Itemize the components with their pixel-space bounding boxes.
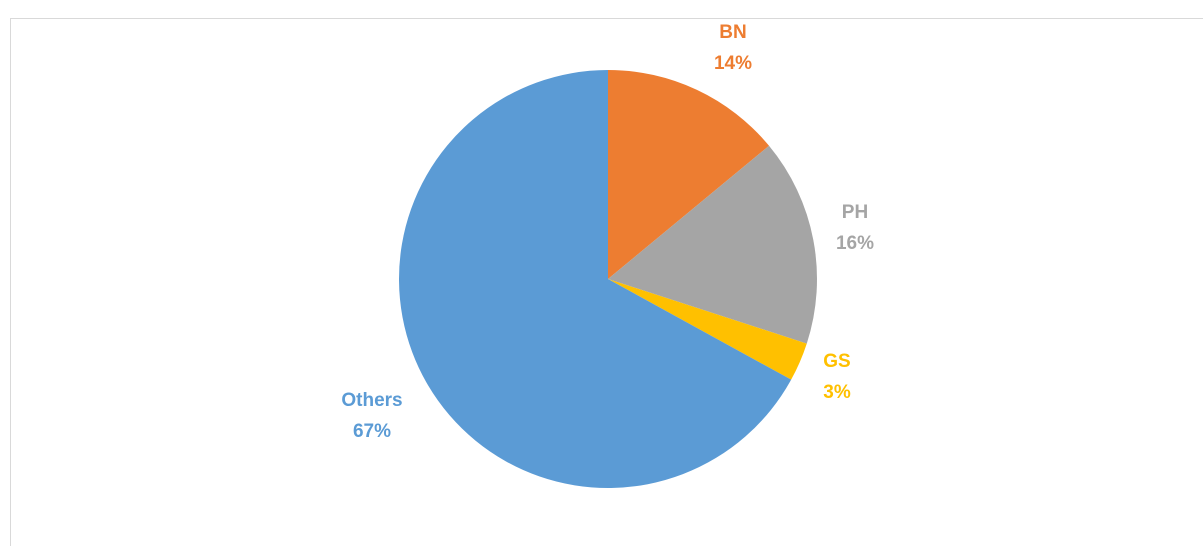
slice-value-label: 14% (714, 53, 752, 74)
slice-category-label: Others (341, 390, 402, 411)
pie-slice (608, 279, 807, 380)
slice-category-label: GS (823, 351, 850, 372)
pie-slice (608, 145, 817, 344)
slices (398, 70, 817, 489)
slice-category-label: PH (842, 202, 868, 223)
pie-slice (608, 70, 770, 279)
labels: BN 14% PH 16% GS 3% Others 67% (341, 22, 874, 442)
pie-slice (398, 70, 792, 489)
slice-value-label: 16% (836, 233, 874, 254)
slice-category-label: BN (719, 22, 746, 43)
chart-frame (10, 18, 1203, 546)
slice-value-label: 67% (353, 421, 391, 442)
slice-value-label: 3% (823, 382, 851, 403)
